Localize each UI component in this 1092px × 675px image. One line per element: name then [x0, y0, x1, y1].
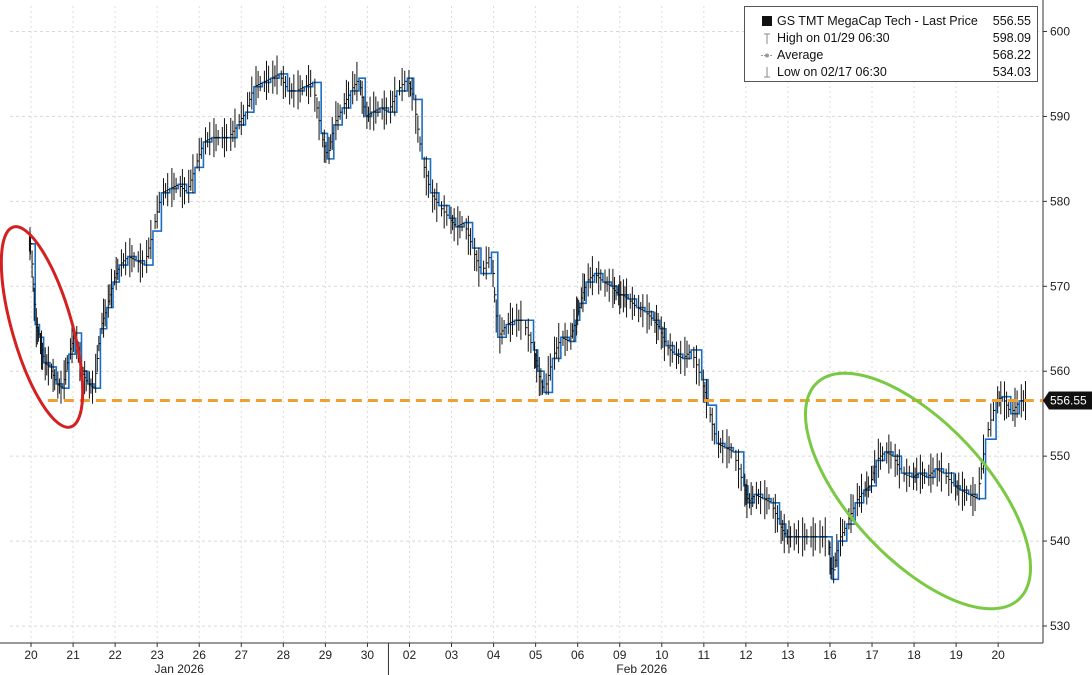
low-marker-icon	[764, 67, 770, 78]
y-tick-label: 580	[1050, 194, 1070, 208]
x-tick-label: 09	[613, 648, 627, 662]
legend-label: Low on 02/17 06:30	[777, 65, 887, 79]
legend-value: 534.03	[992, 65, 1031, 79]
legend-value: 568.22	[992, 48, 1031, 62]
legend-label: GS TMT MegaCap Tech - Last Price	[777, 14, 978, 28]
x-tick-label: 05	[529, 648, 543, 662]
x-tick-label: 18	[907, 648, 921, 662]
x-tick-label: 30	[361, 648, 375, 662]
y-tick-label: 590	[1050, 109, 1070, 123]
x-tick-label: 13	[781, 648, 795, 662]
x-tick-label: 16	[823, 648, 837, 662]
y-tick-label: 550	[1050, 449, 1070, 463]
x-tick-label: 20	[24, 648, 38, 662]
legend-entry-average: Average 568.22	[745, 47, 1031, 64]
price-series	[28, 55, 1029, 584]
x-tick-label: 23	[150, 648, 164, 662]
x-tick-label: 04	[487, 648, 501, 662]
last-price-tag-label: 556.55	[1050, 394, 1087, 408]
high-marker-icon	[764, 33, 770, 44]
x-tick-label: 28	[277, 648, 291, 662]
chart-frame	[0, 0, 1044, 675]
legend-value: 556.55	[992, 14, 1031, 28]
y-tick-label: 600	[1050, 24, 1070, 38]
legend-label: High on 01/29 06:30	[777, 31, 890, 45]
square-icon	[762, 16, 772, 26]
x-tick-label: 19	[949, 648, 963, 662]
x-tick-label: 03	[445, 648, 459, 662]
y-tick-label: 570	[1050, 279, 1070, 293]
y-axis-tick-labels: 530 540 550 560 570 580 590 600	[1043, 24, 1070, 633]
x-tick-label: 29	[319, 648, 333, 662]
x-tick-label: 02	[403, 648, 417, 662]
chart-legend: GS TMT MegaCap Tech - Last Price 556.55 …	[744, 6, 1038, 82]
x-tick-label: 17	[865, 648, 879, 662]
x-tick-label: 10	[655, 648, 669, 662]
legend-entry-high: High on 01/29 06:30 598.09	[745, 30, 1031, 47]
last-price-tag: 556.55	[1043, 391, 1092, 410]
x-tick-label: 06	[571, 648, 585, 662]
x-tick-label: 11	[698, 648, 711, 662]
x-tick-label: 26	[193, 648, 207, 662]
average-marker-icon	[761, 53, 773, 58]
green-highlight-ellipse	[803, 371, 1033, 611]
month-label: Feb 2026	[616, 662, 667, 675]
month-label: Jan 2026	[155, 662, 205, 675]
y-tick-label: 560	[1050, 364, 1070, 378]
x-tick-label: 22	[108, 648, 122, 662]
grid-lines	[10, 6, 1043, 643]
x-tick-label: 20	[991, 648, 1005, 662]
legend-entry-low: Low on 02/17 06:30 534.03	[745, 64, 1031, 81]
legend-label: Average	[777, 48, 824, 62]
x-tick-label: 27	[235, 648, 249, 662]
legend-value: 598.09	[992, 31, 1031, 45]
x-tick-label: 12	[739, 648, 753, 662]
y-tick-label: 540	[1050, 534, 1070, 548]
last-price-tag-background	[1043, 391, 1092, 410]
legend-entry-last-price: GS TMT MegaCap Tech - Last Price 556.55	[745, 13, 1031, 30]
y-tick-label: 530	[1050, 619, 1070, 633]
red-highlight-ellipse	[0, 225, 85, 429]
annotation-ellipses	[0, 225, 1033, 611]
x-tick-label: 21	[66, 648, 80, 662]
